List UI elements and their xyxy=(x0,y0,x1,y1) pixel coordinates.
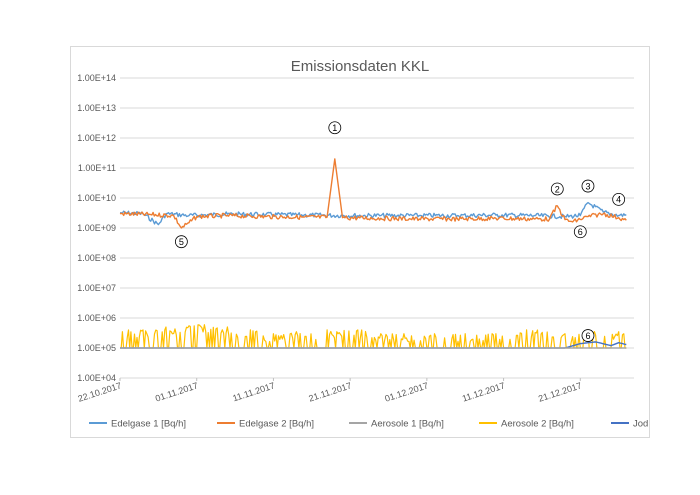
legend-entry: Aerosole 2 [Bq/h] xyxy=(501,419,574,430)
x-tick-label: 01.12.2017 xyxy=(384,380,430,403)
annotation-circle xyxy=(328,121,342,135)
x-tick-label: 21.12.2017 xyxy=(537,380,583,403)
annotation-circle xyxy=(550,182,564,196)
series-lines xyxy=(119,158,627,349)
annotation-label: 5 xyxy=(179,237,184,247)
legend-entry: Edelgase 2 [Bq/h] xyxy=(239,419,314,430)
legend-entry: Edelgase 1 [Bq/h] xyxy=(111,419,186,430)
annotation-label: 1 xyxy=(332,123,337,133)
y-tick-label: 1.00E+14 xyxy=(77,73,116,83)
y-tick-label: 1.00E+05 xyxy=(77,343,116,353)
y-tick-label: 1.00E+10 xyxy=(77,193,116,203)
y-tick-label: 1.00E+08 xyxy=(77,253,116,263)
x-tick-label: 11.11.2017 xyxy=(231,380,276,403)
y-tick-label: 1.00E+04 xyxy=(77,373,116,383)
series-line-1 xyxy=(120,201,627,226)
annotation-label: 2 xyxy=(555,184,560,194)
annotation-label: 6 xyxy=(578,227,583,237)
annotation-label: 6 xyxy=(585,331,590,341)
series-line-4 xyxy=(120,324,627,349)
emission-chart: Emissionsdaten KKL 1.00E+041.00E+051.00E… xyxy=(77,58,649,430)
y-tick-label: 1.00E+11 xyxy=(78,163,116,173)
y-tick-label: 1.00E+09 xyxy=(77,223,116,233)
y-tick-label: 1.00E+13 xyxy=(77,103,116,113)
x-tick-label: 01.11.2017 xyxy=(154,380,199,403)
annotation-label: 3 xyxy=(585,181,590,191)
series-line-2 xyxy=(119,158,627,229)
y-tick-label: 1.00E+07 xyxy=(77,283,116,293)
chart-title: Emissionsdaten KKL xyxy=(291,58,429,75)
annotation-label: 4 xyxy=(616,195,621,205)
y-tick-label: 1.00E+06 xyxy=(77,313,116,323)
x-tick-label: 21.11.2017 xyxy=(307,380,352,403)
x-tick-label: 22.10.2017 xyxy=(77,380,123,403)
annotation-circle xyxy=(612,192,626,206)
x-tick-label: 11.12.2017 xyxy=(461,380,506,403)
y-tick-label: 1.00E+12 xyxy=(77,133,116,143)
legend: Edelgase 1 [Bq/h] Edelgase 2 [Bq/h] Aeroso… xyxy=(89,419,649,430)
annotation-circle xyxy=(581,329,595,342)
legend-entry: Aerosole 1 [Bq/h] xyxy=(371,419,444,430)
annotations: 1 2 3 4 5 6 6 xyxy=(174,121,626,342)
annotation-circle xyxy=(174,235,188,249)
legend-entry: Jod [Bq/h] xyxy=(633,419,649,430)
chart-frame: Emissionsdaten KKL 1.00E+04 1.00E+05 1.00E… xyxy=(70,46,650,438)
y-axis-ticks: 1.00E+04 1.00E+05 1.00E+06 1.00E+07 1.00E+08… xyxy=(77,73,116,383)
x-axis-ticks: 22.10.2017 01.11.2017 11.11.2017 21.11.2017… xyxy=(77,378,583,404)
annotation-circle xyxy=(573,225,587,239)
annotation-circle xyxy=(581,179,595,193)
